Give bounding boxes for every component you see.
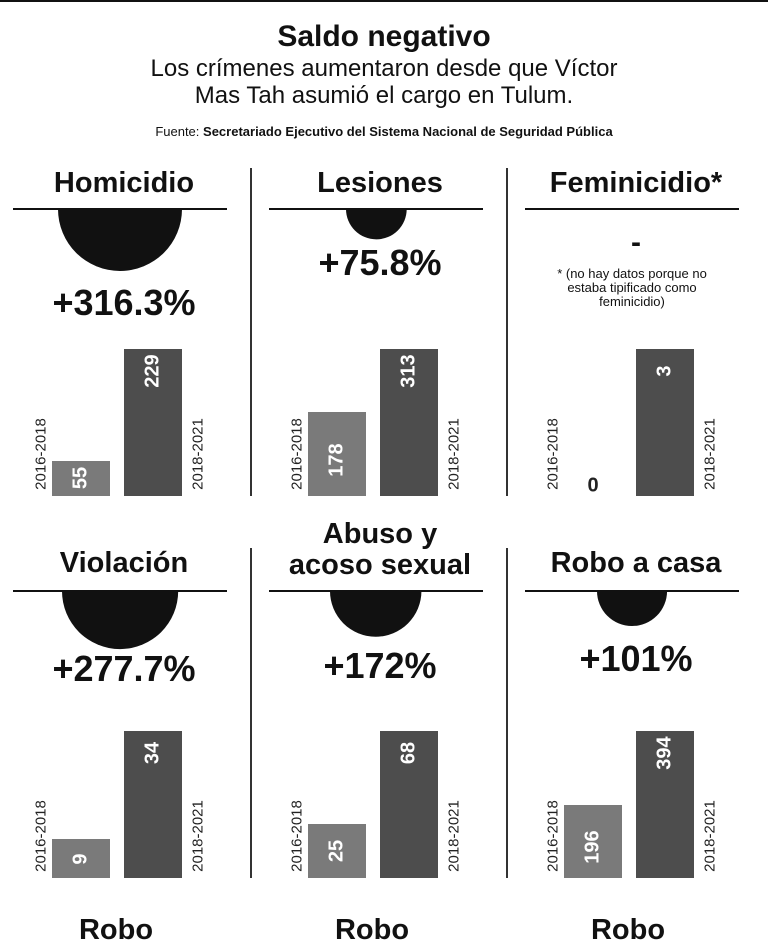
period-text: 2018-2021 xyxy=(445,418,463,490)
bar-value-text: 55 xyxy=(69,467,92,490)
panel-title: Robo xyxy=(78,914,154,946)
period-text: 2016-2018 xyxy=(544,800,562,872)
bar-2016-2018 xyxy=(308,412,366,496)
change-percent: +172% xyxy=(323,645,437,686)
bar-2016-2018 xyxy=(52,839,110,878)
crime-panel: Abuso y acoso sexual +172% 25 2016-2018 68 20… xyxy=(264,505,520,878)
column-divider xyxy=(250,168,252,496)
crime-panel: Lesiones +75.8% 178 2016-2018 313 2018-2021 xyxy=(264,150,520,520)
bar-value-text: 178 xyxy=(325,443,348,477)
period-text: 2018-2021 xyxy=(701,800,719,872)
bar-value-text: 3 xyxy=(653,365,676,377)
period-text: 2018-2021 xyxy=(189,800,207,872)
crime-panel: Feminicidio* - * (no hay datos porque no e… xyxy=(520,150,768,520)
panel-title: Lesiones xyxy=(317,167,443,199)
change-percent: +101% xyxy=(579,638,693,679)
panel-title: Feminicidio* xyxy=(549,167,723,199)
source-line: Fuente: Secretariado Ejecutivo del Siste… xyxy=(0,124,768,139)
period-text: 2018-2021 xyxy=(189,418,207,490)
page-title: Saldo negativo xyxy=(277,20,491,53)
source-name: Secretariado Ejecutivo del Sistema Nacio… xyxy=(203,124,613,139)
bar-value-text: 25 xyxy=(325,839,348,863)
panel-note: * (no hay datos porque no estaba tipific… xyxy=(557,266,707,309)
change-bubble xyxy=(597,591,668,627)
bar-value-text: 0 xyxy=(587,474,599,497)
panel-title: Robo xyxy=(334,914,410,946)
panel-title: Violación xyxy=(59,547,189,579)
period-text: 2016-2018 xyxy=(288,418,306,490)
bar-2018-2021 xyxy=(636,349,694,496)
period-text: 2018-2021 xyxy=(701,418,719,490)
change-percent: - xyxy=(631,226,641,259)
page-subtitle: Los crímenes aumentaron desde que Víctor… xyxy=(150,55,618,109)
change-percent: +75.8% xyxy=(318,242,442,283)
bar-2016-2018 xyxy=(308,823,366,878)
change-bubble xyxy=(330,591,422,637)
column-divider xyxy=(506,548,508,878)
change-bubble xyxy=(58,209,182,271)
crime-panel: Homicidio +316.3% 55 2016-2018 229 2018-2021 xyxy=(8,150,264,520)
panel-title: Homicidio xyxy=(53,167,195,199)
top-rule xyxy=(0,0,768,2)
bar-value-text: 313 xyxy=(397,354,420,388)
column-divider xyxy=(250,548,252,878)
bar-2016-2018 xyxy=(564,804,622,878)
column-divider xyxy=(506,168,508,496)
panel-title: Robo xyxy=(590,914,666,946)
change-percent: +277.7% xyxy=(52,648,196,689)
panel-title: Abuso y acoso sexual xyxy=(288,518,472,581)
bar-2018-2021 xyxy=(380,349,438,496)
change-bubble xyxy=(61,591,179,650)
period-text: 2016-2018 xyxy=(32,800,50,872)
bar-value-text: 9 xyxy=(69,852,92,865)
bar-value-text: 68 xyxy=(397,741,420,765)
panel-title: Robo a casa xyxy=(550,547,722,579)
change-bubble xyxy=(345,209,407,240)
source-label: Fuente: xyxy=(155,124,200,139)
change-percent: +316.3% xyxy=(52,282,196,323)
period-text: 2016-2018 xyxy=(288,800,306,872)
period-text: 2016-2018 xyxy=(32,418,50,490)
period-text: 2018-2021 xyxy=(445,800,463,872)
crime-panel: Robo a casa +101% 196 2016-2018 394 2018-2021 xyxy=(520,530,768,900)
bar-value-text: 394 xyxy=(653,736,676,770)
bar-value-text: 196 xyxy=(581,830,604,865)
bar-2018-2021 xyxy=(124,349,182,496)
panel-rule xyxy=(525,208,739,210)
bar-value-text: 34 xyxy=(141,741,164,765)
bar-2016-2018 xyxy=(52,460,110,496)
bar-value-text: 229 xyxy=(141,354,164,388)
crime-panel: Violación +277.7% 9 2016-2018 34 2018-2021 xyxy=(8,530,264,900)
period-text: 2016-2018 xyxy=(544,418,562,490)
bar-2018-2021 xyxy=(124,731,182,878)
bar-2018-2021 xyxy=(636,731,694,878)
bar-2018-2021 xyxy=(380,731,438,878)
